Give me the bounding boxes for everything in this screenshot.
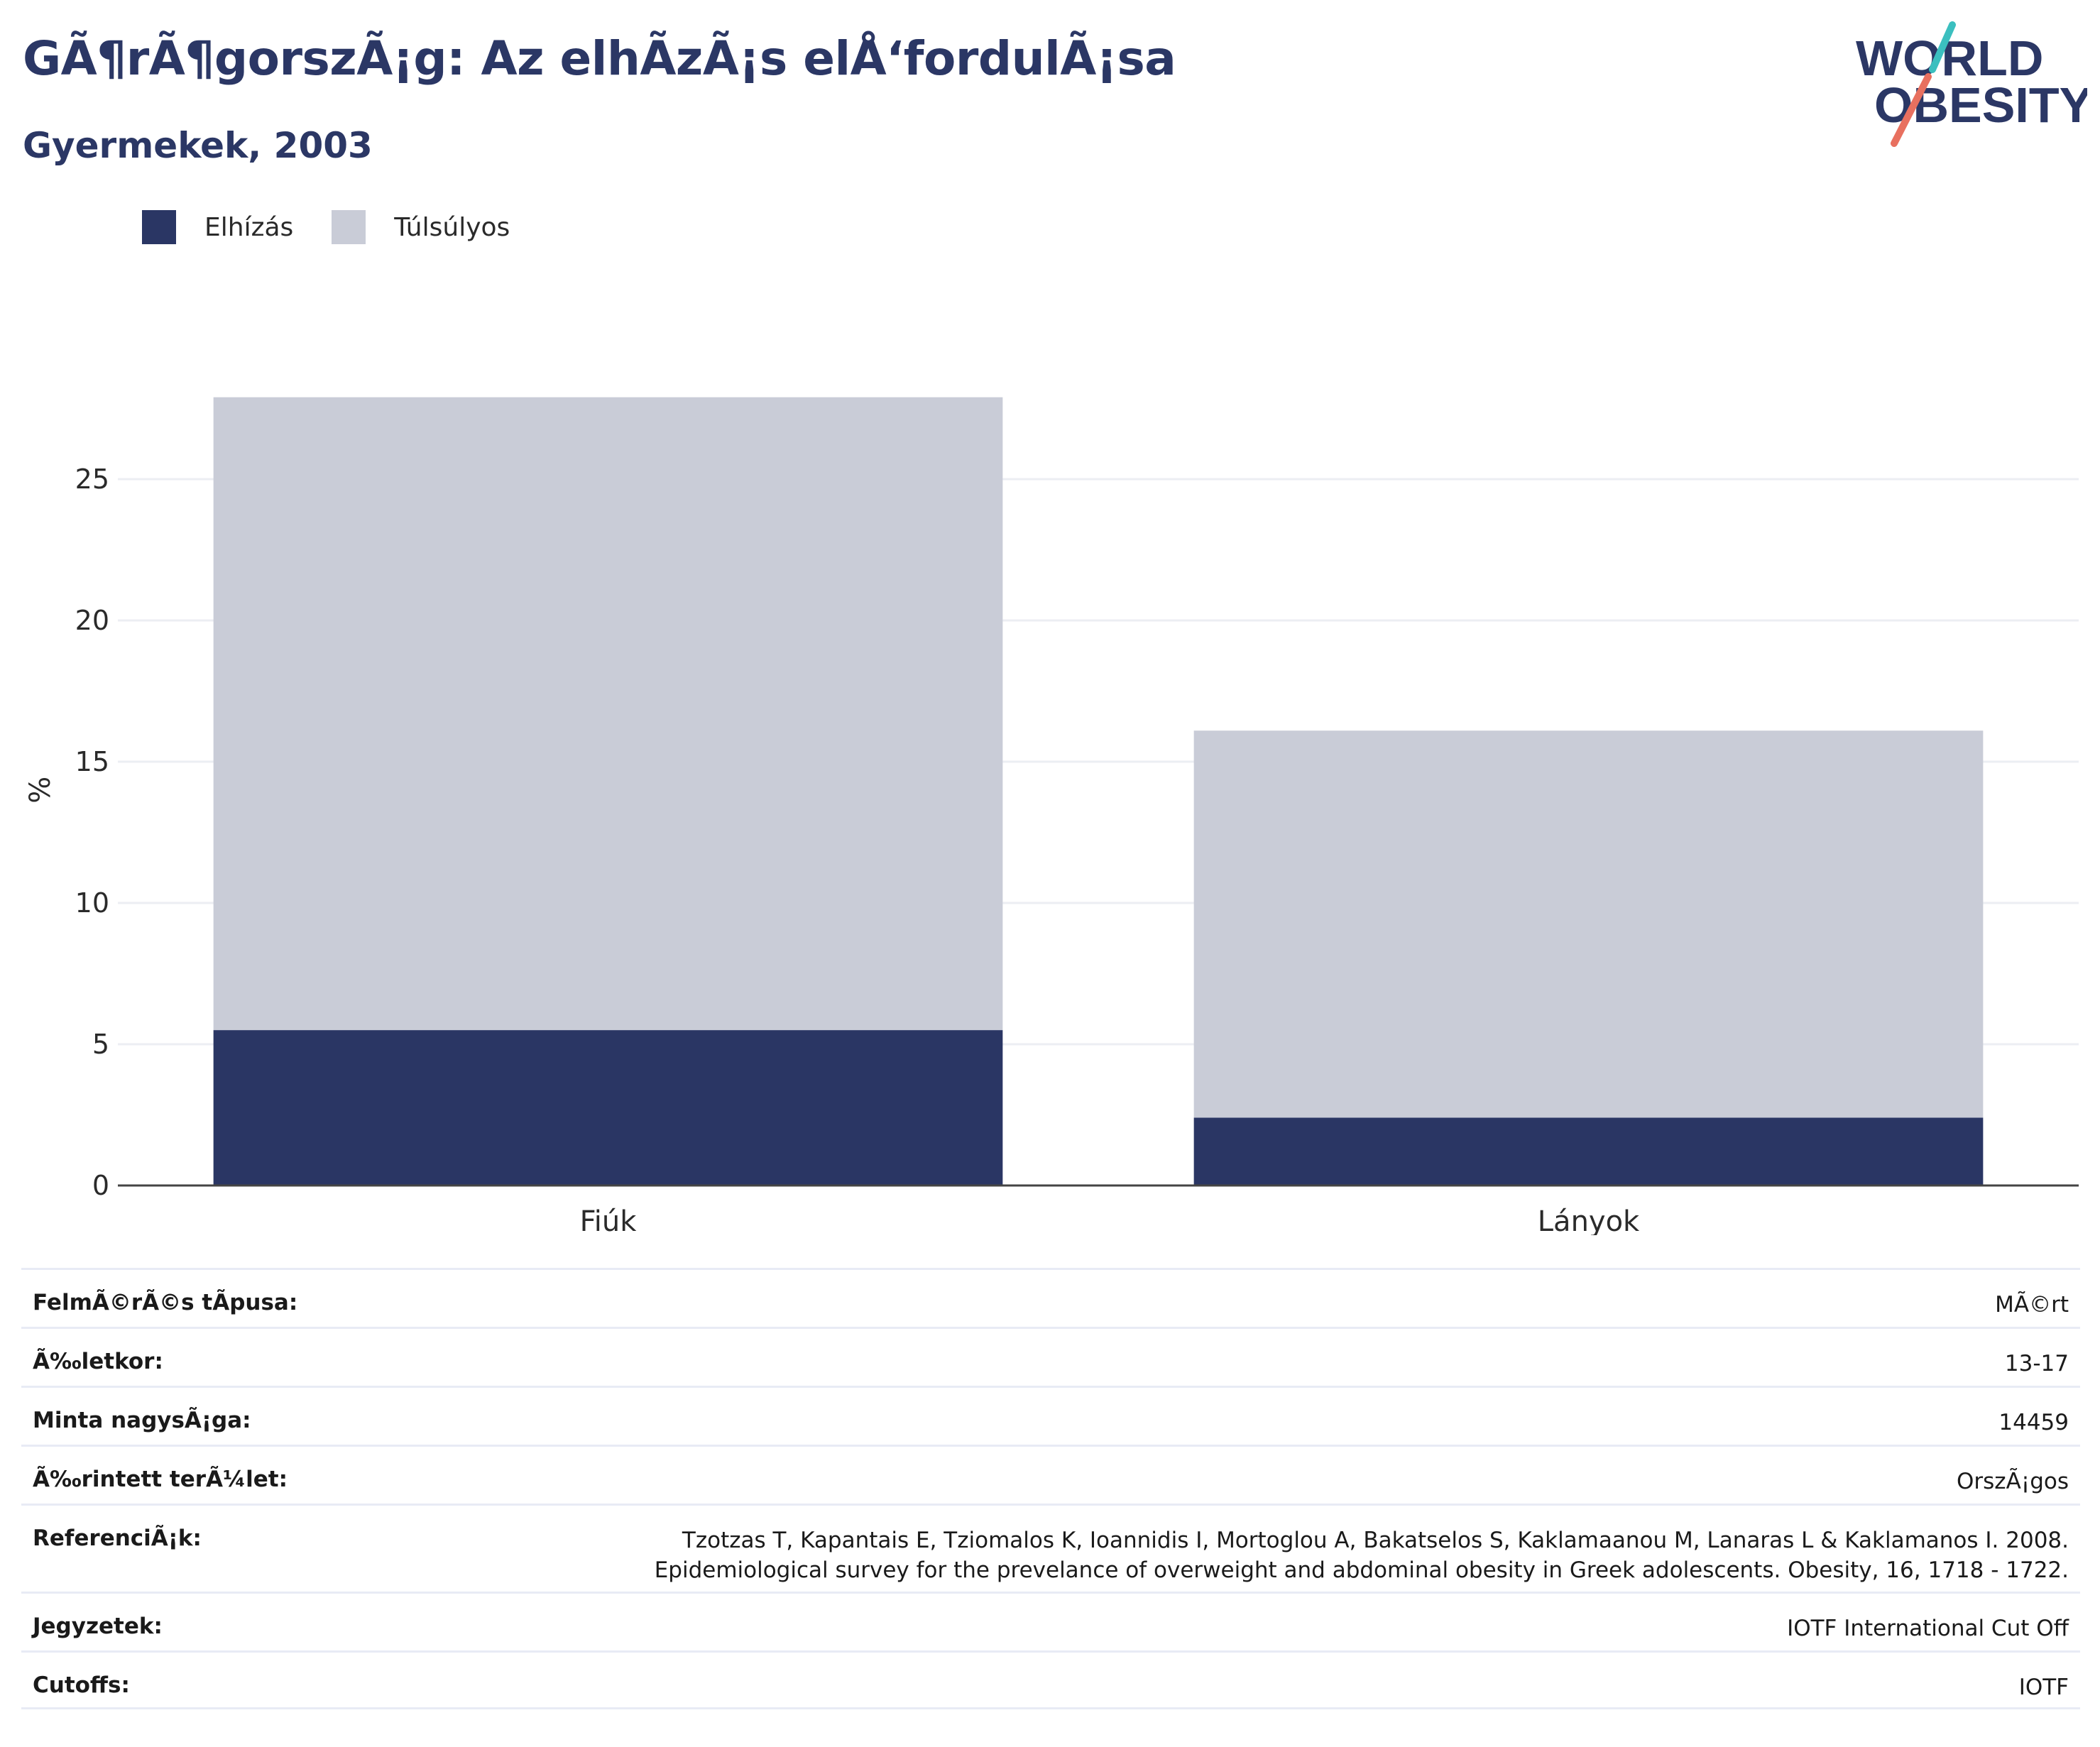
bar-overweight-0 <box>213 397 1003 1031</box>
world-obesity-logo: WORLD OBESITY <box>1856 21 2087 147</box>
chart-title: GÃ¶rÃ¶gorszÃ¡g: Az elhÃ­zÃ¡s elÅ‘fordulÃ… <box>23 31 1176 86</box>
y-tick-label: 10 <box>75 887 109 919</box>
legend-swatch-overweight <box>332 210 366 244</box>
legend-label-obesity: Elhízás <box>204 212 294 242</box>
info-row: FelmÃ©rÃ©s tÃpusa: MÃ©rt <box>21 1268 2080 1327</box>
info-value: IOTF International Cut Off <box>1787 1614 2069 1643</box>
info-key: Ã‰letkor: <box>33 1349 163 1374</box>
info-value-line: Tzotzas T, Kapantais E, Tziomalos K, Ioa… <box>682 1528 2069 1553</box>
bar-obesity-0 <box>213 1030 1003 1185</box>
info-value: 14459 <box>1998 1408 2069 1437</box>
y-tick-label: 20 <box>75 605 109 636</box>
info-value: Tzotzas T, Kapantais E, Tziomalos K, Ioa… <box>655 1526 2069 1585</box>
logo-slash-coral <box>1891 73 1932 147</box>
info-value-line: MÃ©rt <box>1995 1292 2069 1318</box>
info-table: FelmÃ©rÃ©s tÃpusa: MÃ©rt Ã‰letkor: 13-17 Min… <box>21 1268 2080 1709</box>
info-value-line: IOTF International Cut Off <box>1787 1616 2069 1641</box>
info-value: OrszÃ¡gos <box>1957 1467 2069 1496</box>
info-row: Cutoffs: IOTF <box>21 1650 2080 1709</box>
info-row: Ã‰letkor: 13-17 <box>21 1327 2080 1386</box>
y-tick-label: 5 <box>92 1029 109 1060</box>
y-tick-label: 0 <box>92 1170 109 1201</box>
info-value-line: 13-17 <box>2004 1351 2069 1376</box>
info-key: FelmÃ©rÃ©s tÃpusa: <box>33 1290 298 1315</box>
legend-swatch-obesity <box>142 210 176 244</box>
info-key: Jegyzetek: <box>33 1614 163 1639</box>
info-value: 13-17 <box>2005 1349 2069 1379</box>
info-row: Jegyzetek: IOTF International Cut Off <box>21 1592 2080 1650</box>
legend-item-obesity[interactable]: Elhízás <box>142 210 293 244</box>
y-tick-label: 15 <box>75 746 109 777</box>
info-key: Minta nagysÃ¡ga: <box>33 1408 251 1433</box>
info-value: IOTF <box>2019 1672 2069 1702</box>
legend-item-overweight[interactable]: Túlsúlyos <box>332 210 510 244</box>
info-key: Ã‰rintett terÃ¼let: <box>33 1467 288 1492</box>
bar-obesity-1 <box>1193 1117 1984 1185</box>
legend: Elhízás Túlsúlyos <box>142 210 548 244</box>
y-tick-label: 25 <box>75 464 109 495</box>
info-row: Ã‰rintett terÃ¼let: OrszÃ¡gos <box>21 1445 2080 1504</box>
info-value-line: 14459 <box>1998 1410 2069 1435</box>
info-value: MÃ©rt <box>1995 1290 2069 1320</box>
chart-subtitle: Gyermekek, 2003 <box>23 125 373 166</box>
info-key: Cutoffs: <box>33 1672 130 1698</box>
logo-slash-teal <box>1929 21 1956 73</box>
logo-line1: WORLD <box>1856 31 2043 86</box>
y-axis-label: % <box>24 777 57 804</box>
info-value-line: OrszÃ¡gos <box>1957 1469 2069 1494</box>
bar-chart: 0 5 10 15 20 25% Fiúk Lányok <box>24 397 2079 1235</box>
info-value-line: IOTF <box>2018 1675 2069 1700</box>
info-value-line: Epidemiological survey for the prevelanc… <box>654 1557 2069 1583</box>
info-row: ReferenciÃ¡k: Tzotzas T, Kapantais E, Tzi… <box>21 1504 2080 1592</box>
x-tick-label: Fiúk <box>580 1205 638 1235</box>
info-key: ReferenciÃ¡k: <box>33 1526 202 1551</box>
x-tick-label: Lányok <box>1538 1205 1640 1235</box>
bar-overweight-1 <box>1193 730 1984 1118</box>
info-row: Minta nagysÃ¡ga: 14459 <box>21 1386 2080 1445</box>
legend-label-overweight: Túlsúlyos <box>394 212 510 242</box>
